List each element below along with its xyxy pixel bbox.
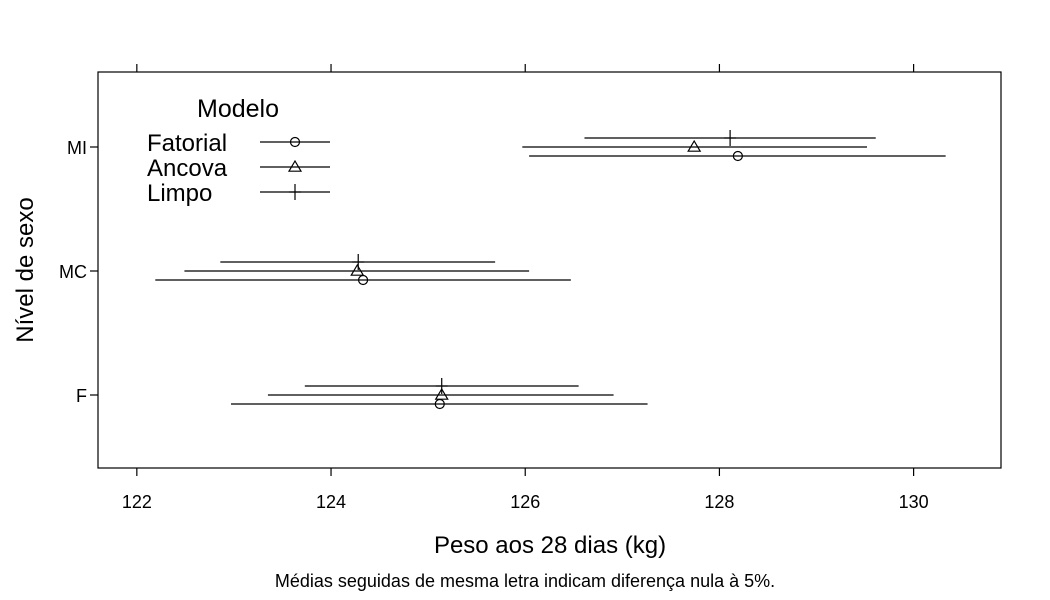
y-tick-label: MC <box>59 262 87 282</box>
circle-marker <box>289 136 301 148</box>
interval-plus <box>304 378 579 394</box>
y-tick-label: MI <box>67 138 87 158</box>
y-tick-label: F <box>76 386 87 406</box>
x-tick-label: 124 <box>316 492 346 512</box>
plot-panel <box>97 71 1002 469</box>
triangle-marker <box>687 139 702 152</box>
x-tick-label: 122 <box>122 492 152 512</box>
chart-caption: Médias seguidas de mesma letra indicam d… <box>275 571 775 591</box>
triangle-marker <box>287 159 303 172</box>
interval-plus <box>220 254 496 270</box>
interval-triangle <box>522 139 868 152</box>
y-axis-title: Nível de sexo <box>12 197 39 342</box>
interval-circle <box>155 274 571 286</box>
x-tick-label: 126 <box>510 492 540 512</box>
triangle-marker <box>434 387 449 400</box>
x-axis-title: Peso aos 28 dias (kg) <box>434 532 666 559</box>
plus-marker <box>352 254 365 270</box>
interval-circle <box>231 398 648 410</box>
x-tick-label: 128 <box>704 492 734 512</box>
plus-marker <box>724 130 737 146</box>
x-tick-label: 130 <box>899 492 929 512</box>
legend-label: Fatorial <box>147 130 227 157</box>
legend-label: Ancova <box>147 155 228 182</box>
interval-triangle <box>184 263 530 276</box>
interval-triangle <box>267 387 614 400</box>
triangle-marker <box>350 263 365 276</box>
legend-title: Modelo <box>197 95 279 123</box>
interval-plus <box>584 130 876 146</box>
plus-marker <box>289 184 301 200</box>
interval-circle <box>529 150 946 162</box>
legend-label: Limpo <box>147 180 212 207</box>
plus-marker <box>435 378 448 394</box>
axis-ticks: 122 124 126 128 130 F MC MI <box>59 64 929 512</box>
interval-marks <box>155 130 946 410</box>
circle-marker <box>732 150 743 162</box>
